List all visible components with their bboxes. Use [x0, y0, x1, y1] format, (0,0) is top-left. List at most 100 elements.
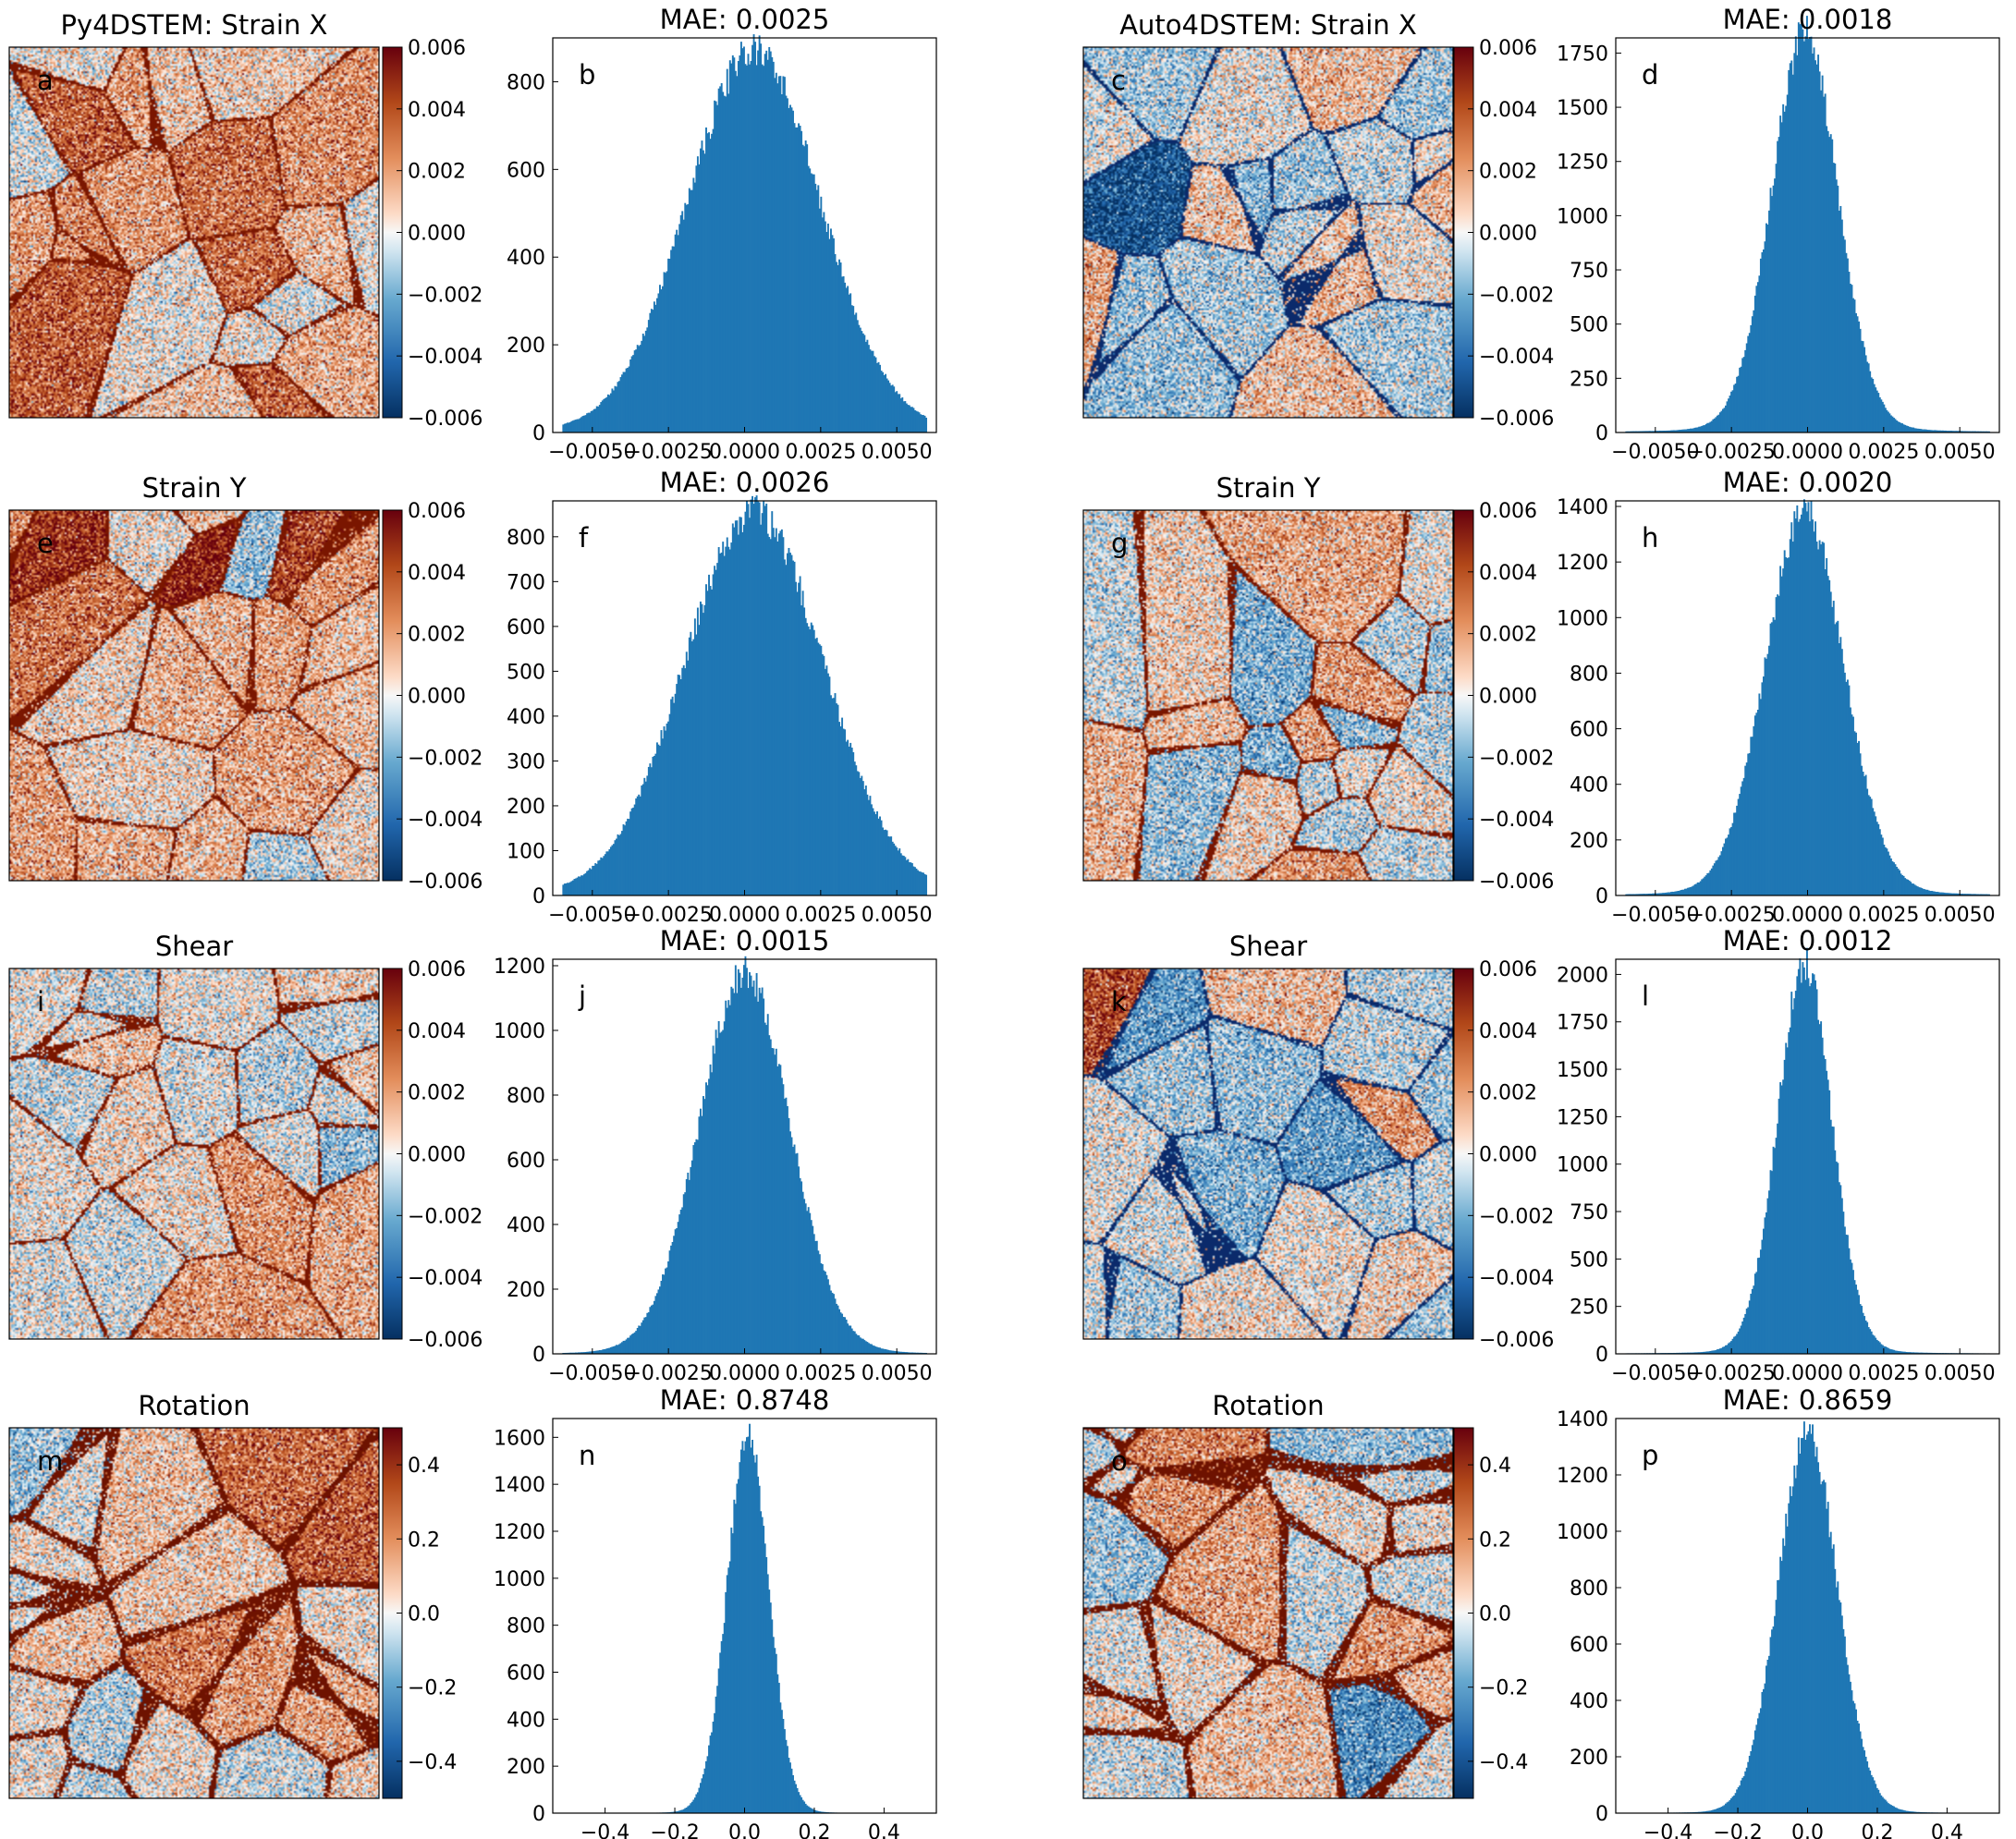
histogram-bar — [678, 675, 681, 895]
histogram-bar — [1664, 431, 1667, 432]
y-tick-label: 1000 — [1557, 1521, 1608, 1544]
histogram-bar — [769, 1039, 772, 1354]
histogram-bar — [1926, 889, 1929, 895]
histogram-bar — [1698, 1352, 1701, 1354]
histogram-bar — [1701, 425, 1704, 432]
histogram-bar — [719, 1032, 722, 1354]
histogram-bar — [701, 1115, 703, 1354]
histogram-bar — [1897, 868, 1900, 895]
x-tick-label: −0.0050 — [548, 441, 636, 464]
histogram-bar — [1804, 1439, 1807, 1813]
histogram-bar — [1748, 752, 1751, 895]
histogram-bar — [1883, 1798, 1886, 1813]
histogram-bar — [1930, 891, 1933, 895]
histogram-bar — [1739, 1328, 1741, 1354]
histogram-bar — [723, 1021, 726, 1354]
histogram-bar — [1769, 188, 1772, 432]
histogram-bar — [1699, 881, 1702, 895]
histogram-bar — [760, 524, 763, 895]
histogram-bar — [682, 1194, 685, 1354]
histogram-bar — [712, 1045, 715, 1354]
histogram-bar — [703, 1773, 704, 1813]
histogram-bar — [861, 331, 863, 432]
histogram-bar — [1731, 1338, 1734, 1354]
histogram-bar — [1964, 894, 1967, 895]
panel-letter: m — [37, 1445, 63, 1477]
histogram-bar — [1685, 429, 1688, 432]
histogram-bar — [1946, 893, 1949, 895]
x-tick-label: −0.4 — [580, 1821, 629, 1839]
histogram-bar — [1845, 1234, 1848, 1354]
histogram-bar — [1737, 798, 1740, 895]
histogram-bar — [595, 863, 598, 895]
histogram-bar — [1775, 1138, 1778, 1354]
histogram-bar — [587, 412, 590, 432]
histogram-bar — [676, 684, 678, 895]
histogram-bar — [836, 703, 837, 895]
histogram-bar — [1861, 1306, 1863, 1354]
y-tick-label: 400 — [507, 706, 545, 729]
histogram-bar — [1845, 681, 1848, 895]
histogram-bar — [1910, 1352, 1912, 1354]
histogram-bar — [688, 1179, 690, 1354]
histogram-bar — [1706, 1810, 1709, 1813]
colorbar-tick-label: −0.002 — [408, 284, 483, 307]
panel-title: Auto4DSTEM: Strain X — [1119, 9, 1417, 41]
histogram-bar — [734, 70, 737, 432]
histogram-bar — [593, 408, 595, 432]
histogram-bar — [615, 1345, 617, 1354]
histogram-bar — [1849, 707, 1851, 895]
histogram-bar — [586, 871, 589, 895]
histogram-bar — [757, 1476, 760, 1813]
histogram-bar — [837, 264, 839, 432]
histogram-bar — [1783, 1545, 1786, 1813]
histogram-bar — [603, 1349, 605, 1354]
histogram-bar — [902, 1351, 905, 1354]
histogram-bar — [1867, 363, 1870, 432]
histogram-bar — [885, 829, 887, 895]
histogram-bar — [1759, 1249, 1762, 1354]
histogram-n: −0.4 −0.2 0.0 0.2 0.402004006008001000120014… — [494, 1384, 937, 1839]
histogram-bar — [1901, 875, 1904, 895]
histogram-bar — [1869, 371, 1872, 432]
histogram-bar — [1921, 888, 1924, 895]
histogram-bar — [643, 335, 646, 432]
histogram-bar — [590, 1351, 593, 1354]
histogram-bar — [727, 1000, 730, 1354]
histogram-bar — [727, 1567, 730, 1813]
histogram-bar — [1739, 794, 1741, 895]
histogram-bar — [896, 391, 898, 432]
histogram-bar — [630, 356, 633, 432]
histogram-bar — [1805, 1434, 1808, 1813]
histogram-bar — [1690, 428, 1692, 432]
histogram-bar — [882, 371, 885, 432]
histogram-bar — [1897, 1809, 1900, 1813]
histogram-bar — [679, 1809, 682, 1813]
histogram-bar — [1688, 429, 1691, 432]
histogram-bar — [1823, 1480, 1826, 1813]
histogram-bar — [622, 823, 625, 895]
histogram-bar — [758, 1485, 761, 1813]
histogram-bar — [1919, 1352, 1922, 1354]
histogram-bar — [584, 1352, 587, 1354]
histogram-bar — [1967, 894, 1970, 895]
histogram-bar — [752, 980, 755, 1354]
histogram-bar — [766, 533, 769, 895]
histogram-bar — [821, 653, 824, 895]
x-tick-label: −0.0025 — [1687, 1362, 1775, 1385]
histogram-bar — [850, 305, 853, 432]
histogram-bar — [597, 1350, 600, 1354]
histogram-bar — [1837, 1581, 1839, 1813]
histogram-bar — [1674, 430, 1677, 432]
histogram-bar — [1905, 1810, 1908, 1813]
histogram-bar — [856, 771, 859, 895]
histogram-bar — [1900, 873, 1902, 895]
histogram-bar — [1896, 1808, 1898, 1813]
histogram-bar — [780, 529, 783, 895]
histogram-bar — [886, 378, 888, 432]
histogram-bar — [632, 355, 635, 432]
histogram-bar — [893, 386, 896, 432]
y-tick-label: 0 — [1595, 885, 1608, 908]
histogram-bar — [633, 804, 636, 895]
